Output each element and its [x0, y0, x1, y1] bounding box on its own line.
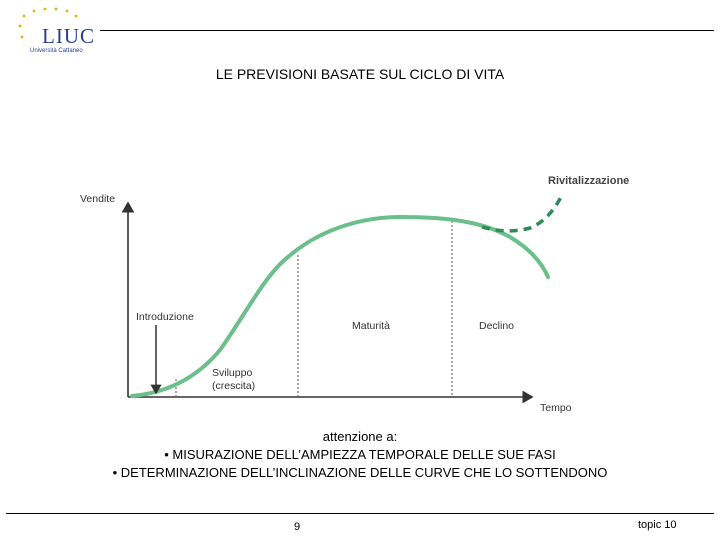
- life-cycle-curve: [130, 214, 550, 398]
- phase-label-decline: Declino: [479, 320, 514, 332]
- page-title: LE PREVISIONI BASATE SUL CICLO DI VITA: [215, 66, 505, 82]
- top-divider: [100, 30, 714, 31]
- logo-name: LIUC: [42, 24, 95, 48]
- notes-item: • DETERMINAZIONE DELL’INCLINAZIONE DELLE…: [112, 465, 608, 480]
- bottom-divider: [6, 513, 714, 514]
- phase-label-maturity: Maturità: [352, 320, 390, 332]
- life-cycle-diagram: Vendite Tempo Introduzione Sviluppo (cre…: [80, 175, 629, 414]
- notes: attenzione a: • MISURAZIONE DELL’AMPIEZZ…: [0, 428, 720, 482]
- revival-label: Rivitalizzazione: [548, 175, 629, 187]
- logo-subtitle: Università Cattaneo: [30, 48, 83, 54]
- logo-stars-icon: [18, 7, 78, 39]
- phase-label-growth: Sviluppo: [212, 367, 252, 379]
- revival-curve: [481, 194, 564, 233]
- phase-label-introduction: Introduzione: [136, 311, 194, 323]
- notes-item: • MISURAZIONE DELL’AMPIEZZA TEMPORALE DE…: [164, 447, 556, 462]
- y-axis-label: Vendite: [80, 193, 115, 205]
- phase-label-growth-sub: (crescita): [212, 380, 255, 392]
- topic-label: topic 10: [638, 519, 677, 531]
- page-number: 9: [294, 521, 301, 533]
- notes-heading: attenzione a:: [322, 429, 398, 444]
- logo: LIUC Università Cattaneo: [14, 4, 98, 56]
- x-axis-label: Tempo: [540, 402, 572, 414]
